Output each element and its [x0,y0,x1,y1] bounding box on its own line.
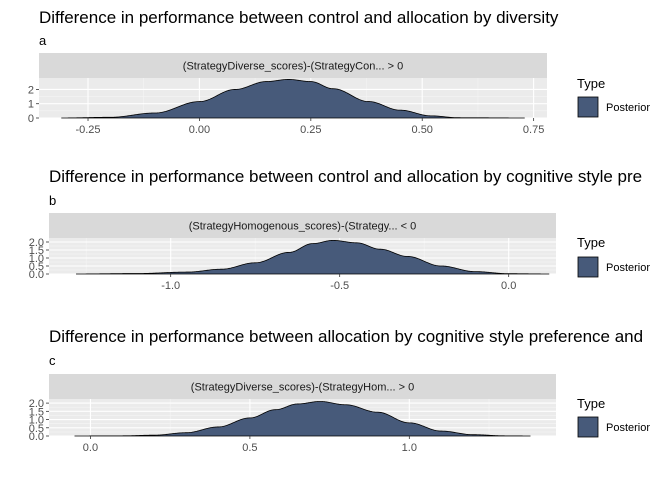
chart-title: Difference in performance between alloca… [49,327,643,346]
x-tick-label: 0.25 [300,124,321,136]
legend-label-posterior: Posterior [606,422,650,434]
legend-title: Type [577,76,605,91]
y-tick-label: 0 [28,113,34,125]
y-tick-label: 0.0 [29,269,44,281]
y-tick-label: 0.5 [29,261,44,273]
posterior-density-area [76,240,550,275]
legend-label-posterior: Posterior [606,262,650,274]
chart-subtitle: a [39,33,47,48]
facet-strip-label: (StrategyDiverse_scores)-(StrategyCon...… [183,61,403,73]
y-tick-label: 1.5 [29,245,44,257]
posterior-density-area [74,401,531,437]
x-tick-label: -0.25 [75,124,100,136]
chart-subtitle: c [49,353,56,368]
panel-1: Difference in performance between contro… [28,8,650,136]
x-tick-label: 1.0 [402,442,417,454]
chart-title: Difference in performance between contro… [49,167,642,186]
y-tick-label: 1.0 [29,415,44,427]
panel-2: Difference in performance between contro… [29,167,651,292]
chart-subtitle: b [49,193,56,208]
y-tick-label: 1.5 [29,406,44,418]
chart-title: Difference in performance between contro… [39,8,559,27]
legend-key-posterior [577,416,599,438]
x-tick-label: -1.0 [161,280,180,292]
facet-strip [39,53,547,78]
y-tick-label: 1.0 [29,253,44,265]
facet-strip [49,374,556,399]
facet-strip-label: (StrategyHomogenous_scores)-(Strategy...… [189,221,417,233]
x-tick-label: -0.5 [330,280,349,292]
y-tick-label: 2.0 [29,237,44,249]
x-tick-label: 0.0 [83,442,98,454]
y-tick-label: 2.0 [29,398,44,410]
posterior-density-area [61,79,525,119]
y-tick-label: 0.0 [29,431,44,443]
legend-label-posterior: Posterior [606,102,650,114]
x-tick-label: 0.0 [501,280,516,292]
x-tick-label: 0.75 [523,124,544,136]
y-tick-label: 0.5 [29,423,44,435]
legend-title: Type [577,235,605,250]
legend-key-posterior [577,256,599,278]
facet-strip-label: (StrategyDiverse_scores)-(StrategyHom...… [191,382,414,394]
x-tick-label: 0.50 [412,124,433,136]
panel-3: Difference in performance between alloca… [29,327,651,454]
x-tick-label: 0.5 [242,442,257,454]
facet-strip [49,213,556,238]
y-tick-label: 2 [28,84,34,96]
legend-key-posterior [577,96,599,118]
legend-title: Type [577,396,605,411]
y-tick-label: 1 [28,99,34,111]
x-tick-label: 0.00 [189,124,210,136]
